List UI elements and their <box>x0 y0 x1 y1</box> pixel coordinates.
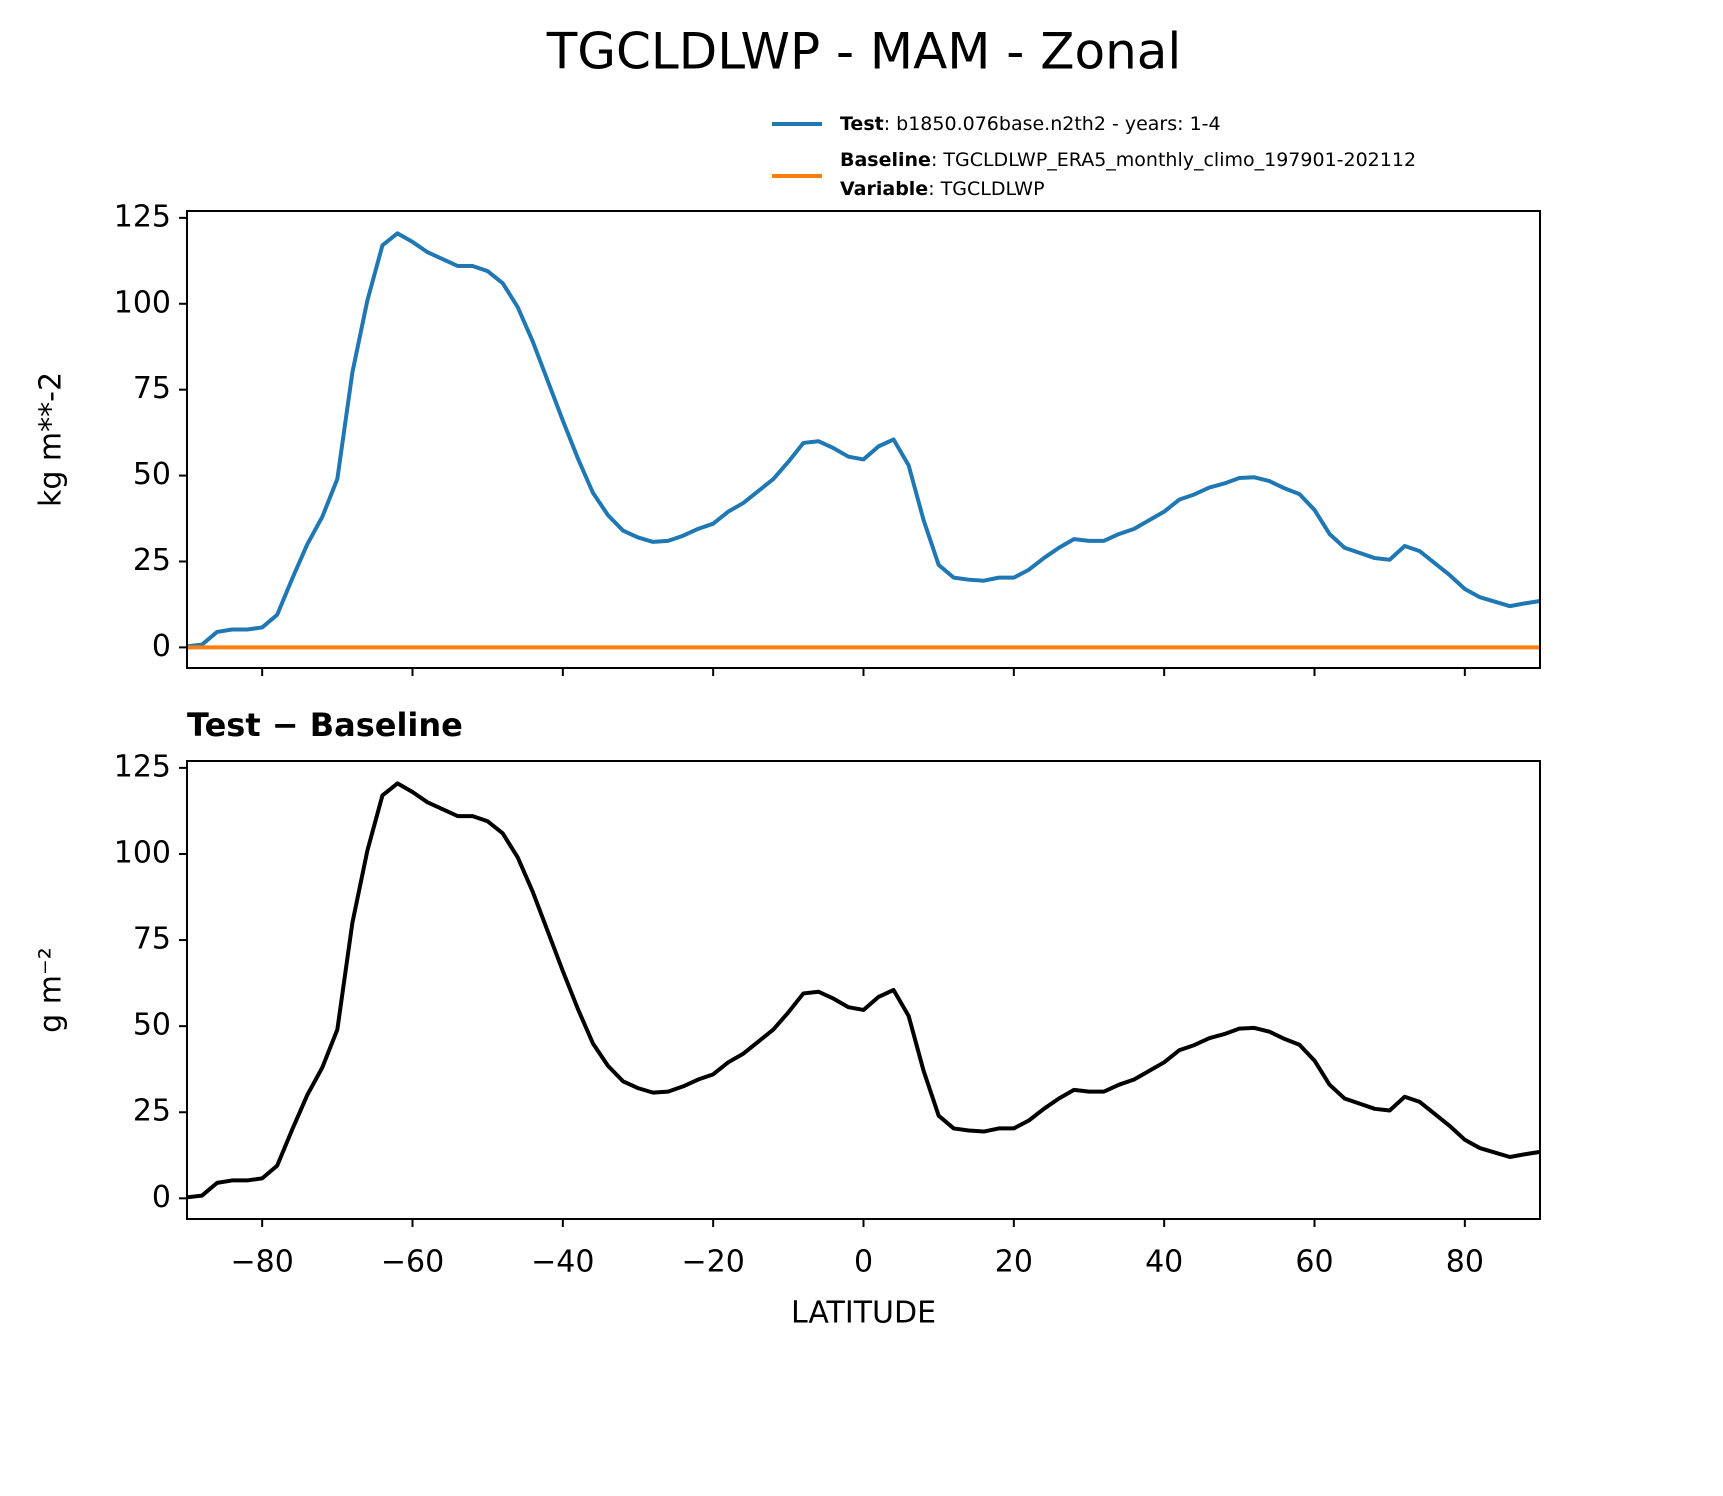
legend-detail: : TGCLDLWP_ERA5_monthly_climo_197901-202… <box>931 149 1416 171</box>
y-axis-label: g m⁻² <box>34 947 69 1033</box>
x-tick-label: 80 <box>1446 1245 1484 1280</box>
y-tick-label: 25 <box>133 543 171 578</box>
legend-label: Baseline <box>840 149 931 171</box>
y-tick-label: 125 <box>114 749 171 784</box>
y-tick-label: 0 <box>152 1180 171 1215</box>
legend-entry: Test: b1850.076base.n2th2 - years: 1-4 <box>840 113 1221 135</box>
figure-title: TGCLDLWP - MAM - Zonal <box>546 23 1182 81</box>
subplot-title: Test − Baseline <box>187 706 463 744</box>
x-tick-label: 0 <box>854 1245 873 1280</box>
data-line <box>186 781 1541 1200</box>
x-tick-label: −80 <box>231 1245 294 1280</box>
legend-entry: Variable: TGCLDLWP <box>840 178 1045 200</box>
legend-label: Test <box>840 113 884 135</box>
y-tick-label: 125 <box>114 199 171 234</box>
axes-frame <box>186 210 1541 669</box>
x-axis-label: LATITUDE <box>791 1296 936 1331</box>
legend-detail: : TGCLDLWP <box>928 178 1044 200</box>
y-tick-label: 75 <box>133 922 171 957</box>
x-tick-label: 40 <box>1145 1245 1183 1280</box>
y-tick-label: 25 <box>133 1094 171 1129</box>
legend-detail: : b1850.076base.n2th2 - years: 1-4 <box>884 113 1221 135</box>
x-tick-label: 20 <box>995 1245 1033 1280</box>
y-tick-label: 75 <box>133 371 171 406</box>
legend-label: Variable <box>840 178 928 200</box>
y-axis-label: kg m**-2 <box>34 372 69 507</box>
legend-entry: Baseline: TGCLDLWP_ERA5_monthly_climo_19… <box>840 149 1416 171</box>
y-tick-label: 50 <box>133 1008 171 1043</box>
x-tick-label: 60 <box>1295 1245 1333 1280</box>
x-tick-label: −60 <box>381 1245 444 1280</box>
data-line <box>186 231 1541 649</box>
y-tick-label: 50 <box>133 457 171 492</box>
y-tick-label: 100 <box>114 285 171 320</box>
x-tick-label: −20 <box>682 1245 745 1280</box>
axes-frame <box>186 760 1541 1220</box>
y-tick-label: 0 <box>152 629 171 664</box>
x-tick-label: −40 <box>531 1245 594 1280</box>
y-tick-label: 100 <box>114 835 171 870</box>
